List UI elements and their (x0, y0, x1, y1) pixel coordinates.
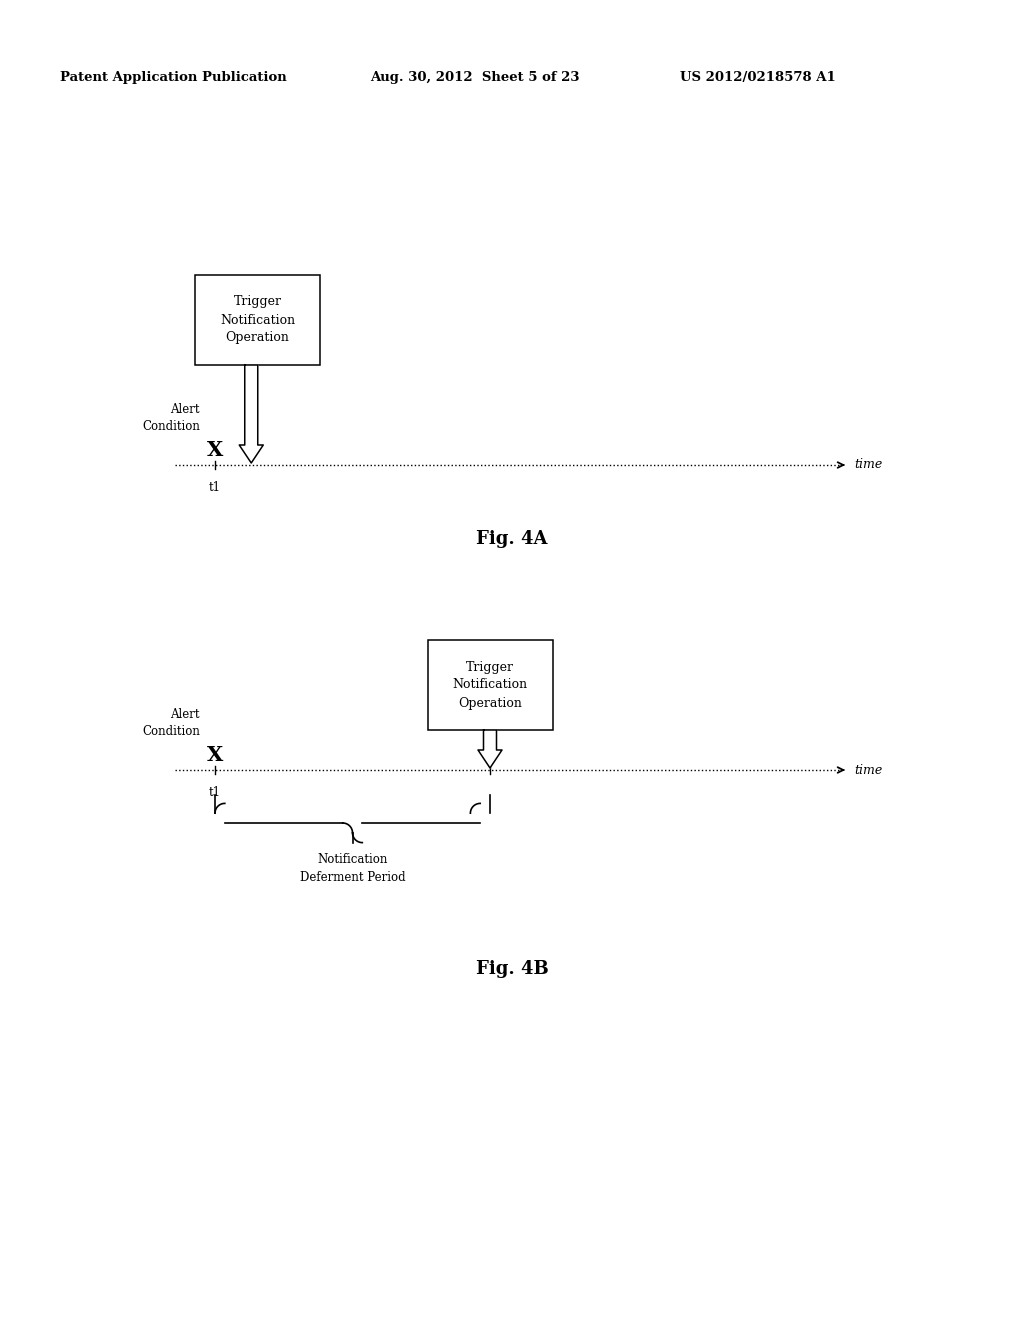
FancyBboxPatch shape (195, 275, 319, 366)
Text: Fig. 4B: Fig. 4B (475, 960, 549, 978)
Polygon shape (478, 730, 502, 768)
Text: t1: t1 (209, 480, 221, 494)
Text: Patent Application Publication: Patent Application Publication (60, 71, 287, 84)
Text: US 2012/0218578 A1: US 2012/0218578 A1 (680, 71, 836, 84)
Text: Trigger
Notification
Operation: Trigger Notification Operation (453, 660, 527, 710)
Text: Aug. 30, 2012  Sheet 5 of 23: Aug. 30, 2012 Sheet 5 of 23 (370, 71, 580, 84)
FancyBboxPatch shape (427, 640, 553, 730)
Text: time: time (854, 763, 883, 776)
Text: Alert
Condition: Alert Condition (142, 403, 200, 433)
Text: X: X (207, 744, 223, 766)
Polygon shape (240, 366, 263, 463)
Text: Fig. 4A: Fig. 4A (476, 531, 548, 548)
Text: Alert
Condition: Alert Condition (142, 708, 200, 738)
Text: X: X (207, 440, 223, 459)
Text: Trigger
Notification
Operation: Trigger Notification Operation (220, 296, 295, 345)
Text: t1: t1 (209, 785, 221, 799)
Text: Notification
Deferment Period: Notification Deferment Period (300, 853, 406, 884)
Text: time: time (854, 458, 883, 471)
